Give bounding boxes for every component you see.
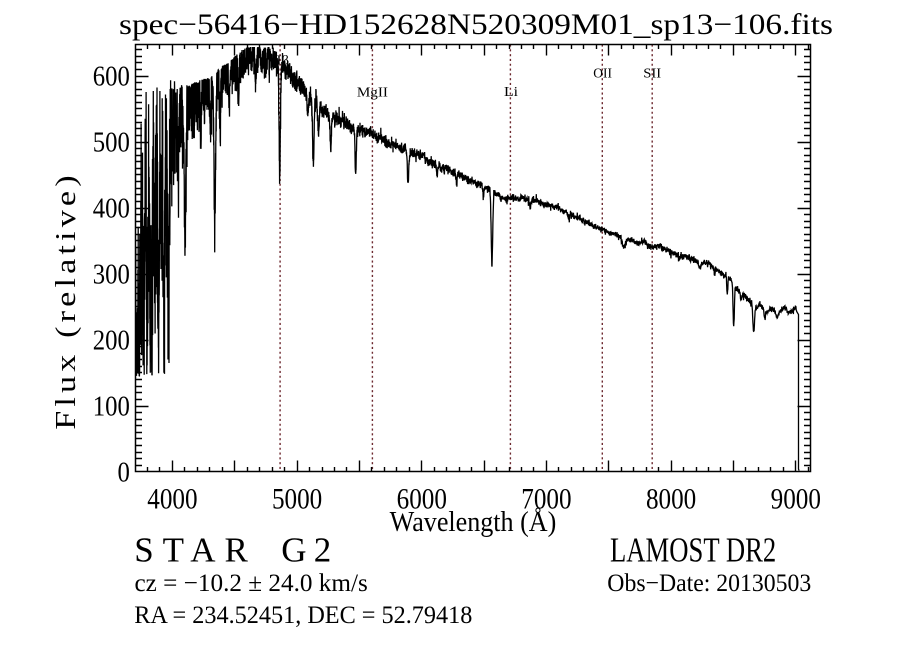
svg-text:7000: 7000 bbox=[521, 483, 571, 515]
svg-text:0: 0 bbox=[117, 456, 129, 488]
svg-text:OII: OII bbox=[593, 65, 612, 80]
svg-text:Obs−Date: 20130503: Obs−Date: 20130503 bbox=[607, 569, 811, 597]
svg-text:5000: 5000 bbox=[272, 483, 322, 515]
svg-text:Li: Li bbox=[504, 85, 518, 100]
svg-text:Hβ: Hβ bbox=[271, 53, 289, 69]
svg-text:LAMOST DR2: LAMOST DR2 bbox=[610, 530, 776, 569]
svg-text:6000: 6000 bbox=[397, 483, 447, 515]
svg-text:200: 200 bbox=[93, 324, 130, 356]
svg-text:STAR: STAR bbox=[134, 531, 257, 570]
svg-text:RA = 234.52451, DEC = 52.7941: RA = 234.52451, DEC = 52.79418 bbox=[134, 602, 472, 629]
svg-text:500: 500 bbox=[93, 126, 130, 158]
svg-text:300: 300 bbox=[93, 258, 130, 290]
svg-text:SII: SII bbox=[643, 66, 661, 82]
svg-text:Flux (relative): Flux (relative) bbox=[50, 171, 81, 429]
svg-text:cz = −10.2 ± 24.0 km/s: cz = −10.2 ± 24.0 km/s bbox=[135, 570, 368, 597]
svg-text:spec−56416−HD152628N520309M01_: spec−56416−HD152628N520309M01_sp13−106.f… bbox=[119, 8, 833, 41]
svg-text:Wavelength (Å): Wavelength (Å) bbox=[390, 506, 557, 537]
svg-text:9000: 9000 bbox=[771, 483, 821, 515]
svg-text:600: 600 bbox=[93, 60, 130, 92]
svg-text:100: 100 bbox=[93, 390, 130, 422]
svg-text:4000: 4000 bbox=[147, 483, 197, 515]
svg-text:MgII: MgII bbox=[357, 85, 388, 100]
svg-text:G2: G2 bbox=[281, 531, 338, 570]
svg-text:8000: 8000 bbox=[646, 483, 696, 515]
svg-text:400: 400 bbox=[93, 192, 130, 224]
